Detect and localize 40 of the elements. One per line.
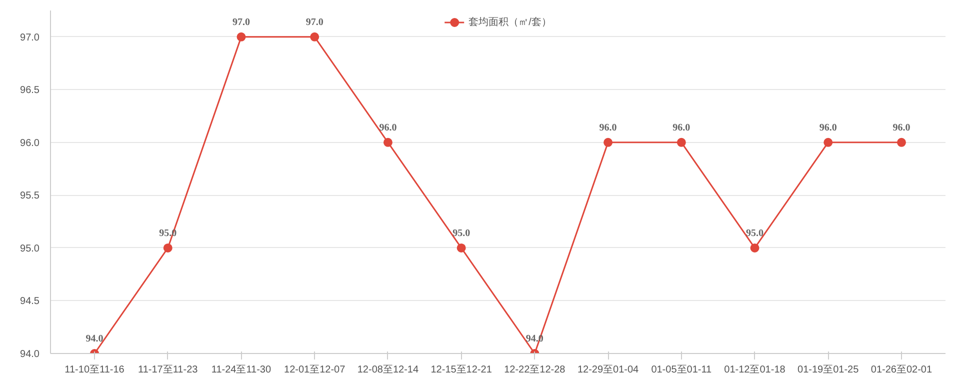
- x-tick-label: 01-26至02-01: [870, 364, 932, 376]
- data-label: 96.0: [672, 122, 690, 134]
- y-tick-label: 96.0: [20, 138, 40, 149]
- point: [896, 138, 906, 147]
- data-label: 96.0: [892, 122, 910, 134]
- data-label: 94.0: [86, 334, 104, 344]
- x-tick-label: 11-10至11-16: [64, 364, 125, 376]
- y-tick-label: 97.0: [20, 32, 40, 44]
- data-label: 96.0: [599, 122, 617, 134]
- x-tick-label: 12-22至12-28: [504, 364, 566, 376]
- legend-label: 套均面积（㎡/套）: [468, 16, 552, 29]
- data-label: 97.0: [232, 16, 250, 28]
- point: [163, 243, 172, 252]
- data-label: 96.0: [379, 122, 397, 134]
- data-label: 95.0: [452, 228, 470, 239]
- data-label: 96.0: [819, 122, 837, 134]
- point: [383, 138, 392, 147]
- point: [236, 32, 246, 42]
- y-tick-label: 96.5: [20, 85, 40, 96]
- point: [676, 138, 686, 147]
- point: [604, 138, 613, 147]
- x-tick-label: 12-29至01-04: [577, 364, 640, 376]
- y-tick-label: 94.5: [20, 296, 40, 308]
- x-tick-label: 01-12至01-18: [724, 364, 786, 376]
- x-tick-label: 12-15至12-21: [430, 364, 492, 376]
- point: [824, 138, 833, 147]
- x-tick-label: 11-24至11-30: [211, 364, 272, 376]
- y-tick-label: 94.0: [20, 349, 40, 360]
- x-tick-label: 01-19至01-25: [798, 364, 860, 376]
- point: [456, 243, 466, 252]
- point: [310, 32, 320, 42]
- y-tick-label: 95.0: [20, 243, 40, 254]
- x-tick-label: 01-05至01-11: [651, 364, 712, 376]
- x-tick-label: 11-17至11-23: [138, 364, 198, 376]
- x-tick-label: 12-01至12-07: [284, 364, 346, 376]
- data-label: 95.0: [746, 228, 764, 239]
- data-label: 97.0: [306, 16, 324, 28]
- point: [750, 243, 760, 252]
- x-tick-label: 12-08至12-14: [357, 364, 419, 376]
- y-tick-label: 95.5: [20, 190, 40, 202]
